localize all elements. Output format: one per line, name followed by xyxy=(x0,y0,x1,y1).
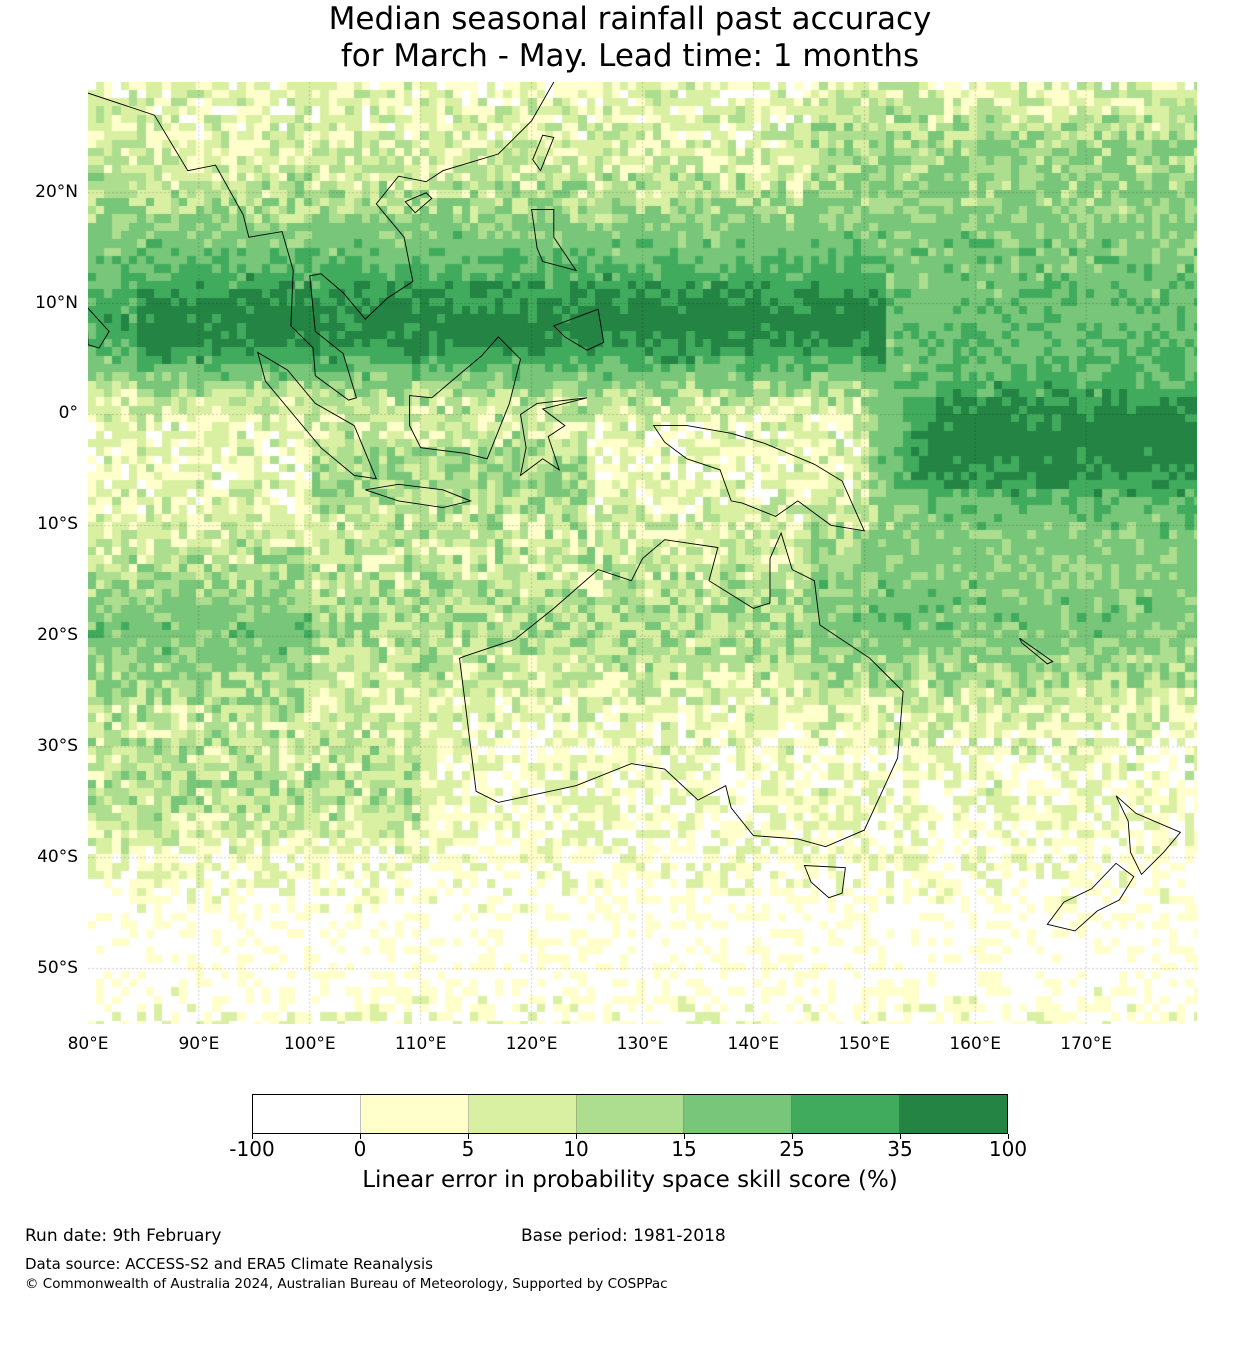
colorbar-swatch xyxy=(360,1095,469,1133)
latitude-label: 50°S xyxy=(37,957,78,978)
chart-title-line1: Median seasonal rainfall past accuracy xyxy=(328,1,932,37)
coastline-mindanao xyxy=(552,308,605,351)
longitude-label: 150°E xyxy=(838,1034,891,1054)
colorbar-tick xyxy=(360,1134,361,1139)
run-date: Run date: 9th February xyxy=(25,1226,222,1246)
coastline-sumatra xyxy=(256,351,378,480)
coastline-newguinea xyxy=(652,425,866,532)
coastline-sulawesi xyxy=(519,397,588,477)
skill-map xyxy=(88,82,1197,1024)
colorbar-tick xyxy=(792,1134,793,1139)
colorbar-tick xyxy=(468,1134,469,1139)
colorbar-tick xyxy=(252,1134,253,1139)
coastlines xyxy=(88,82,1182,932)
colorbar-tick xyxy=(684,1134,685,1139)
colorbar-tick-label: 25 xyxy=(779,1137,805,1161)
longitude-label: 90°E xyxy=(178,1034,220,1054)
colorbar-swatch xyxy=(468,1095,577,1133)
coastline-newcaledonia xyxy=(1019,637,1054,665)
skill-field xyxy=(88,82,1197,1024)
colorbar-tick-label: 0 xyxy=(353,1137,367,1161)
colorbar-label: Linear error in probability space skill … xyxy=(362,1167,898,1193)
latitude-label: 20°N xyxy=(35,181,78,202)
chart-title-line2: for March - May. Lead time: 1 months xyxy=(340,38,920,74)
colorbar-swatch xyxy=(900,1095,1008,1133)
longitude-label: 100°E xyxy=(283,1034,336,1054)
coastline-srilanka xyxy=(88,307,110,349)
colorbar-tick-label: 5 xyxy=(461,1137,475,1161)
coastline-luzon xyxy=(531,208,578,272)
longitude-label: 130°E xyxy=(616,1034,669,1054)
coastline-nzs xyxy=(1046,862,1135,932)
coastline-australia xyxy=(459,531,904,848)
data-source: Data source: ACCESS-S2 and ERA5 Climate … xyxy=(25,1255,433,1273)
colorbar-tick xyxy=(1008,1134,1009,1139)
coastline-hainan xyxy=(404,192,433,214)
colorbar-tick-label: 35 xyxy=(887,1137,913,1161)
colorbar-swatch xyxy=(792,1095,901,1133)
colorbar-tick-label: 100 xyxy=(988,1137,1028,1161)
latitude-label: 10°N xyxy=(35,292,78,313)
colorbar-tick xyxy=(900,1134,901,1139)
latitude-label: 10°S xyxy=(37,514,78,535)
colorbar xyxy=(252,1094,1008,1134)
longitude-label: 170°E xyxy=(1060,1034,1112,1054)
colorbar-swatch xyxy=(253,1095,361,1133)
coastline-java xyxy=(365,483,473,509)
colorbar-tick-label: -100 xyxy=(229,1137,275,1161)
coastline-nzn xyxy=(1115,795,1182,876)
longitude-label: 160°E xyxy=(949,1034,1002,1054)
latitude-label: 20°S xyxy=(37,625,78,646)
colorbar-swatch xyxy=(576,1095,685,1133)
coastline-borneo xyxy=(409,336,521,460)
colorbar-swatch xyxy=(684,1095,793,1133)
latitude-label: 30°S xyxy=(37,735,78,756)
coastline-asia xyxy=(88,82,555,401)
longitude-label: 140°E xyxy=(727,1034,780,1054)
longitude-label: 120°E xyxy=(505,1034,558,1054)
latitude-label: 40°S xyxy=(37,846,78,867)
base-period: Base period: 1981-2018 xyxy=(521,1226,726,1246)
latitude-label: 0° xyxy=(58,403,78,424)
longitude-label: 80°E xyxy=(67,1034,109,1054)
coastline-tasmania xyxy=(803,865,846,899)
colorbar-tick-label: 10 xyxy=(563,1137,589,1161)
copyright: © Commonwealth of Australia 2024, Austra… xyxy=(25,1276,668,1292)
longitude-label: 110°E xyxy=(394,1034,447,1054)
colorbar-tick-label: 15 xyxy=(671,1137,697,1161)
coastline-taiwan xyxy=(532,134,555,172)
colorbar-tick xyxy=(576,1134,577,1139)
